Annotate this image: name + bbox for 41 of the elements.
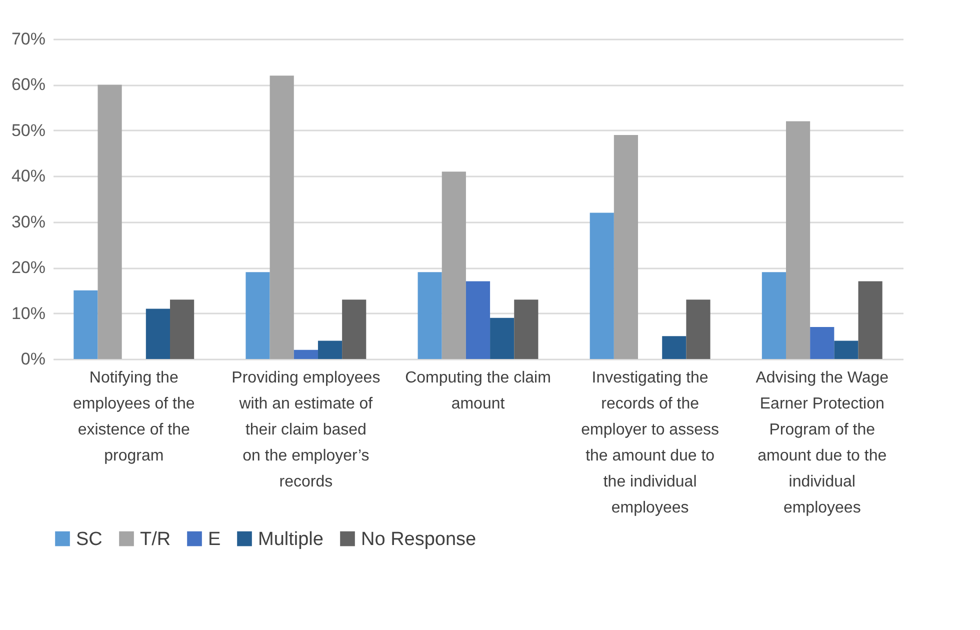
bar <box>318 340 342 359</box>
bar <box>590 212 614 359</box>
bar <box>466 281 490 359</box>
legend-label: E <box>208 528 221 550</box>
bar <box>762 272 786 359</box>
bar <box>146 308 170 359</box>
bar <box>834 340 858 359</box>
bar <box>294 350 318 359</box>
bar <box>246 272 270 359</box>
bar <box>442 172 466 359</box>
bar <box>514 300 538 359</box>
bar <box>270 76 294 359</box>
bar <box>74 290 98 359</box>
y-tick-label: 30% <box>11 212 46 232</box>
bar <box>662 336 686 359</box>
bar <box>342 300 366 359</box>
y-tick-label: 20% <box>11 258 46 278</box>
bar <box>786 121 810 359</box>
legend-label: No Response <box>361 528 476 550</box>
bar <box>418 272 442 359</box>
y-tick-label: 60% <box>11 75 46 94</box>
x-tick-label: Advising the Wage Earner Protection Program of the amount due to the individual employees <box>756 370 889 516</box>
bar <box>858 281 882 359</box>
x-tick-label: Investigating the records of the employer to assess the amount due to the individual employees <box>581 370 719 516</box>
bar <box>686 300 710 359</box>
bar <box>98 84 122 359</box>
legend-label: Multiple <box>258 528 324 550</box>
y-tick-label: 10% <box>11 304 46 323</box>
y-tick-label: 0% <box>20 350 46 368</box>
legend-label: SC <box>76 528 102 550</box>
x-tick-label: Notifying the employees of the existence of the program <box>72 370 195 464</box>
x-tick-label: Providing employees with an estimate of their claim based on the employer’s records <box>232 370 380 490</box>
y-tick-label: 70% <box>11 30 46 48</box>
y-tick-label: 50% <box>11 120 46 140</box>
y-tick-label: 40% <box>11 166 46 186</box>
legend-label: T/R <box>140 528 171 550</box>
bar <box>810 327 834 359</box>
bar <box>490 318 514 359</box>
bar <box>170 300 194 359</box>
x-tick-label: Computing the claim amount <box>405 370 551 412</box>
bar <box>614 135 638 359</box>
